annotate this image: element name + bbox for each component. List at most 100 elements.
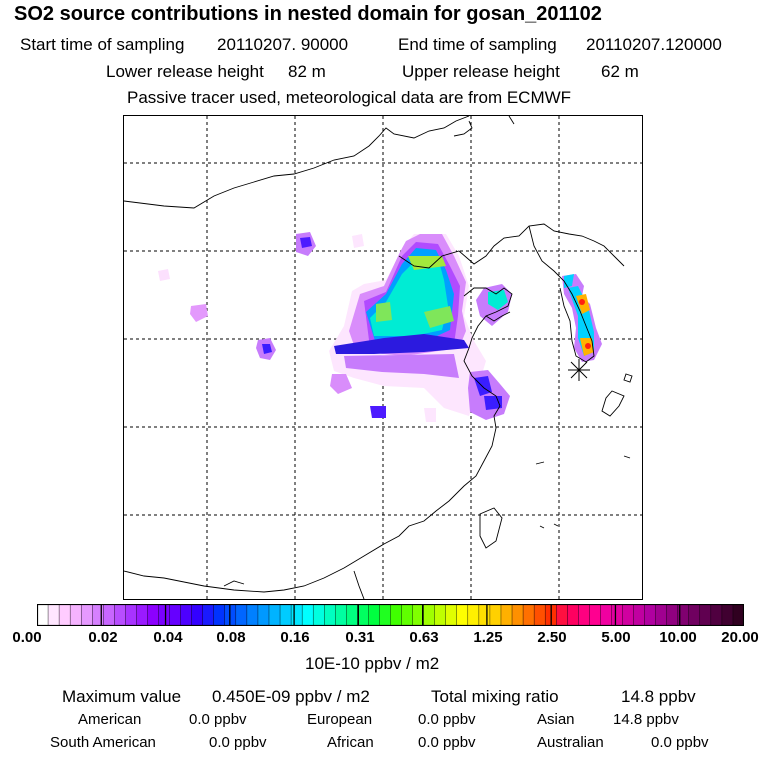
colorbar-tick: 0.08 xyxy=(216,629,246,646)
colorbar-cell xyxy=(37,604,49,626)
lat-lon-grid xyxy=(124,116,642,599)
end-time-label: End time of sampling xyxy=(398,35,557,54)
coastlines xyxy=(124,116,633,599)
colorbar-cell xyxy=(445,604,458,626)
colorbar-tick: 20.00 xyxy=(721,629,759,646)
lower-height-label: Lower release height xyxy=(106,62,264,81)
colorbar-cell xyxy=(467,604,480,626)
so2-contribution-field xyxy=(158,232,602,422)
colorbar-cell xyxy=(644,604,657,626)
colorbar-cell xyxy=(556,604,568,626)
colorbar-major-ticks xyxy=(100,604,681,626)
colorbar-cell xyxy=(202,604,215,626)
colorbar-cell xyxy=(655,604,668,626)
colorbar-cell xyxy=(478,604,491,626)
colorbar-cell xyxy=(434,604,447,626)
colorbar-cell xyxy=(125,604,137,626)
american-label: American xyxy=(78,711,142,728)
upper-height-label: Upper release height xyxy=(402,62,560,81)
south-american-value: 0.0 ppbv xyxy=(209,734,267,751)
tracer-note: Passive tracer used, meteorological data… xyxy=(127,88,572,107)
colorbar-tick: 10.00 xyxy=(659,629,697,646)
colorbar-cell xyxy=(158,604,171,626)
total-mixing-value: 14.8 ppbv xyxy=(621,687,696,706)
colorbar-cell xyxy=(58,604,71,626)
map-panel xyxy=(123,115,643,600)
colorbar-cell xyxy=(489,604,502,626)
colorbar-tick: 0.02 xyxy=(88,629,118,646)
colorbar-cell xyxy=(522,604,535,626)
colorbar-cell xyxy=(589,604,601,626)
max-value: 0.450E-09 ppbv / m2 xyxy=(212,687,370,706)
colorbar-cell xyxy=(423,604,436,626)
map-canvas xyxy=(124,116,642,599)
australian-label: Australian xyxy=(537,734,604,751)
colorbar-cell xyxy=(600,604,612,626)
colorbar-cell xyxy=(169,604,182,626)
colorbar-tick: 1.25 xyxy=(473,629,503,646)
colorbar-cell xyxy=(511,604,524,626)
colorbar-tick: 0.00 xyxy=(12,629,42,646)
colorbar-cell xyxy=(324,604,336,626)
colorbar-cell xyxy=(235,604,248,626)
colorbar-cell xyxy=(401,604,414,626)
max-value-label: Maximum value xyxy=(62,687,182,706)
colorbar-cell xyxy=(357,604,369,626)
colorbar-cell xyxy=(335,604,347,626)
colorbar-cell xyxy=(136,604,148,626)
african-label: African xyxy=(327,734,374,751)
colorbar-cell xyxy=(666,604,679,626)
colorbar-tick: 2.50 xyxy=(537,629,567,646)
colorbar-cell xyxy=(290,604,303,626)
colorbar-cell xyxy=(578,604,590,626)
colorbar-cell xyxy=(114,604,126,626)
colorbar-cell xyxy=(622,604,635,626)
colorbar-cell xyxy=(257,604,270,626)
american-value: 0.0 ppbv xyxy=(189,711,247,728)
colorbar-cells xyxy=(37,604,744,626)
colorbar-cell xyxy=(69,604,82,626)
african-value: 0.0 ppbv xyxy=(418,734,476,751)
colorbar-cell xyxy=(732,604,744,626)
upper-height-value: 62 m xyxy=(601,62,639,81)
european-value: 0.0 ppbv xyxy=(418,711,476,728)
colorbar-tick: 0.04 xyxy=(153,629,183,646)
receptor-marker-icon xyxy=(568,359,590,381)
asian-label: Asian xyxy=(537,711,575,728)
colorbar-cell xyxy=(390,604,403,626)
colorbar-tick: 5.00 xyxy=(601,629,631,646)
australian-value: 0.0 ppbv xyxy=(651,734,709,751)
start-time-label: Start time of sampling xyxy=(20,35,185,54)
colorbar-tick: 0.16 xyxy=(280,629,310,646)
colorbar-cell xyxy=(533,604,546,626)
south-american-label: South American xyxy=(50,734,156,751)
colorbar-cell xyxy=(500,604,513,626)
total-mixing-label: Total mixing ratio xyxy=(431,687,559,706)
colorbar-cell xyxy=(103,604,115,626)
colorbar-tick: 0.63 xyxy=(409,629,439,646)
colorbar-cell xyxy=(710,604,723,626)
colorbar-cell xyxy=(721,604,734,626)
end-time-value: 20110207.120000 xyxy=(586,35,722,54)
colorbar-cell xyxy=(688,604,701,626)
colorbar-cell xyxy=(611,604,623,626)
colorbar-cell xyxy=(279,604,292,626)
plot-title: SO2 source contributions in nested domai… xyxy=(14,3,602,25)
colorbar-cell xyxy=(213,604,226,626)
colorbar-cell xyxy=(379,604,392,626)
colorbar-cell xyxy=(567,604,579,626)
colorbar-cell xyxy=(346,604,358,626)
colorbar-tick: 0.31 xyxy=(345,629,375,646)
colorbar-cell xyxy=(699,604,712,626)
start-time-value: 20110207. 90000 xyxy=(217,35,349,54)
colorbar xyxy=(37,604,744,626)
asian-value: 14.8 ppbv xyxy=(613,711,679,728)
colorbar-cell xyxy=(80,604,93,626)
colorbar-cell xyxy=(268,604,281,626)
colorbar-cell xyxy=(147,604,160,626)
lower-height-value: 82 m xyxy=(288,62,326,81)
colorbar-cell xyxy=(191,604,204,626)
colorbar-cell xyxy=(180,604,193,626)
colorbar-cell xyxy=(224,604,237,626)
colorbar-cell xyxy=(456,604,469,626)
